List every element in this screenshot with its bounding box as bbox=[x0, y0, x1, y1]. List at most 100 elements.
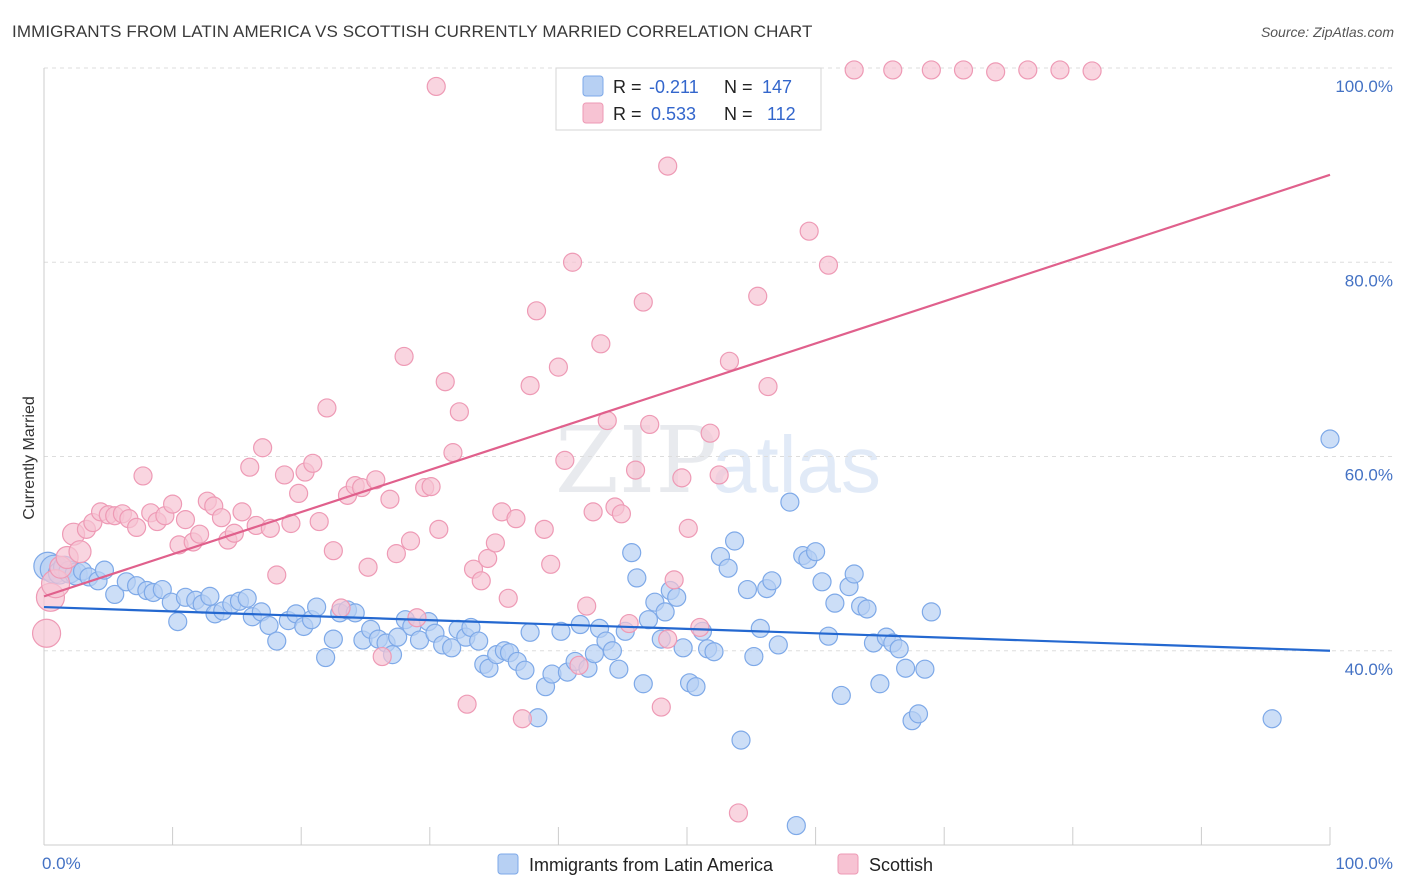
point-latin-america-65 bbox=[520, 622, 540, 642]
point-scottish-106 bbox=[921, 60, 941, 80]
point-scottish-83 bbox=[611, 504, 632, 524]
point-scottish-96 bbox=[719, 351, 740, 371]
point-scottish-71 bbox=[526, 301, 547, 321]
point-scottish-15 bbox=[133, 466, 153, 486]
point-latin-america-10 bbox=[105, 584, 125, 605]
point-latin-america-126 bbox=[915, 659, 935, 679]
x-axis-ticks bbox=[43, 827, 1331, 845]
point-scottish-26 bbox=[211, 508, 232, 528]
legend-r-label-2: R = bbox=[613, 104, 642, 124]
point-scottish-42 bbox=[323, 541, 343, 561]
point-latin-america-129 bbox=[1320, 429, 1340, 449]
point-latin-america-96 bbox=[718, 558, 738, 578]
point-scottish-50 bbox=[380, 489, 400, 509]
point-scottish-97 bbox=[728, 803, 749, 823]
x-tick-label-min: 0.0% bbox=[42, 854, 81, 873]
point-scottish-40 bbox=[309, 511, 329, 532]
point-scottish-91 bbox=[672, 468, 692, 488]
point-scottish-104 bbox=[844, 60, 864, 80]
point-scottish-47 bbox=[358, 557, 378, 577]
point-scottish-95 bbox=[709, 465, 729, 485]
bottom-legend-swatch-pink bbox=[837, 853, 859, 875]
point-latin-america-98 bbox=[731, 730, 751, 750]
point-latin-america-101 bbox=[750, 618, 770, 639]
point-latin-america-125 bbox=[908, 704, 929, 724]
point-latin-america-64 bbox=[515, 660, 535, 680]
point-latin-america-88 bbox=[667, 587, 687, 607]
point-scottish-108 bbox=[986, 62, 1006, 82]
y-axis-tick-labels: 40.0% 60.0% 80.0% 100.0% bbox=[1335, 77, 1393, 679]
point-scottish-78 bbox=[577, 596, 597, 616]
point-latin-america-117 bbox=[857, 599, 877, 619]
point-scottish-51 bbox=[386, 544, 406, 564]
point-scottish-109 bbox=[1018, 60, 1038, 80]
point-latin-america-36 bbox=[316, 647, 336, 668]
point-scottish-92 bbox=[678, 518, 698, 538]
watermark: ZIP atlas bbox=[555, 407, 881, 514]
point-scottish-67 bbox=[498, 588, 518, 608]
point-latin-america-21 bbox=[200, 586, 220, 606]
point-scottish-59 bbox=[443, 443, 463, 463]
point-latin-america-46 bbox=[388, 627, 408, 647]
point-scottish-93 bbox=[690, 617, 710, 638]
point-scottish-58 bbox=[435, 372, 455, 392]
point-scottish-107 bbox=[953, 60, 974, 80]
x-tick-label-max: 100.0% bbox=[1335, 854, 1393, 873]
point-scottish-56 bbox=[421, 477, 441, 497]
point-scottish-6 bbox=[68, 540, 92, 564]
point-scottish-23 bbox=[190, 524, 210, 544]
point-scottish-65 bbox=[485, 533, 505, 553]
point-scottish-90 bbox=[664, 570, 684, 590]
point-latin-america-123 bbox=[896, 658, 916, 678]
series-latin-america-points bbox=[33, 429, 1340, 836]
point-latin-america-112 bbox=[825, 593, 845, 613]
point-latin-america-35 bbox=[307, 597, 327, 617]
point-scottish-68 bbox=[506, 509, 526, 529]
point-scottish-63 bbox=[471, 571, 491, 591]
chart-title: IMMIGRANTS FROM LATIN AMERICA VS SCOTTIS… bbox=[12, 22, 813, 41]
point-latin-america-99 bbox=[737, 579, 758, 600]
source-label: Source: ZipAtlas.com bbox=[1260, 24, 1394, 40]
point-latin-america-29 bbox=[259, 615, 279, 636]
point-latin-america-127 bbox=[921, 602, 941, 622]
series-scottish-points bbox=[31, 60, 1102, 823]
bottom-legend-swatch-blue bbox=[497, 853, 519, 875]
point-scottish-88 bbox=[651, 697, 671, 717]
point-scottish-60 bbox=[449, 402, 469, 422]
point-scottish-53 bbox=[400, 531, 421, 551]
bottom-legend-label-scottish: Scottish bbox=[869, 855, 933, 875]
point-scottish-69 bbox=[512, 709, 532, 729]
point-scottish-52 bbox=[394, 346, 414, 367]
trend-line-scottish bbox=[43, 173, 1331, 598]
point-scottish-94 bbox=[700, 423, 720, 443]
y-axis-label: Currently Married bbox=[21, 396, 38, 520]
point-scottish-34 bbox=[267, 565, 287, 585]
point-scottish-72 bbox=[534, 519, 554, 539]
y-tick-label-80: 80.0% bbox=[1345, 271, 1393, 290]
point-scottish-110 bbox=[1050, 60, 1070, 80]
point-latin-america-81 bbox=[627, 568, 647, 588]
point-latin-america-97 bbox=[724, 531, 745, 551]
point-latin-america-83 bbox=[638, 610, 659, 630]
point-scottish-76 bbox=[562, 252, 583, 272]
point-scottish-103 bbox=[818, 255, 839, 275]
trend-line-latin-america bbox=[43, 605, 1331, 652]
legend-swatch-pink bbox=[582, 102, 604, 124]
point-latin-america-37 bbox=[323, 629, 343, 649]
y-tick-label-100: 100.0% bbox=[1335, 77, 1393, 96]
point-scottish-14 bbox=[126, 517, 147, 538]
point-scottish-111 bbox=[1082, 61, 1102, 81]
point-scottish-29 bbox=[232, 502, 252, 522]
legend-r-value-1: -0.211 bbox=[649, 77, 699, 97]
y-tick-label-40: 40.0% bbox=[1345, 660, 1393, 679]
point-latin-america-78 bbox=[609, 659, 629, 679]
legend-swatch-blue bbox=[582, 75, 604, 97]
bottom-legend-label-latin-america: Immigrants from Latin America bbox=[529, 855, 774, 875]
point-scottish-89 bbox=[658, 629, 678, 649]
point-scottish-105 bbox=[883, 60, 903, 80]
point-latin-america-57 bbox=[469, 631, 489, 651]
point-scottish-84 bbox=[619, 613, 639, 634]
point-scottish-85 bbox=[625, 460, 646, 480]
point-scottish-98 bbox=[748, 286, 768, 306]
